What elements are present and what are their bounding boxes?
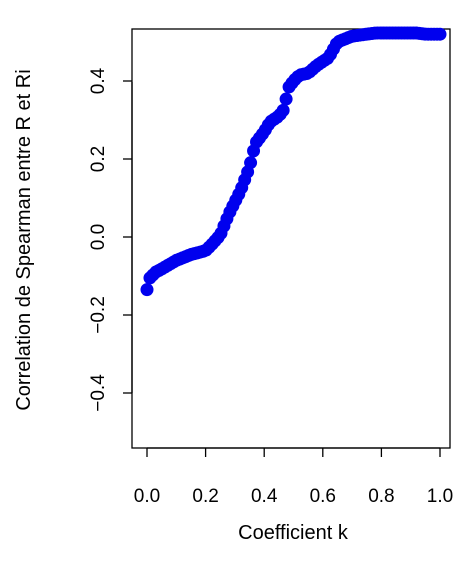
- x-tick-label: 1.0: [427, 486, 453, 507]
- x-tick-label: 0.6: [310, 486, 336, 507]
- x-axis-ticks: 0.0 0.2 0.4 0.6 0.8 1.0: [134, 448, 453, 507]
- data-point: [279, 92, 293, 106]
- x-tick-label: 0.8: [368, 486, 394, 507]
- y-axis-ticks: −0.4 −0.2 0.0 0.2 0.4: [88, 67, 132, 412]
- data-points: [140, 26, 447, 297]
- y-tick-label: −0.2: [88, 296, 109, 334]
- x-tick-label: 0.2: [192, 486, 218, 507]
- y-tick-label: 0.2: [88, 146, 109, 172]
- data-point: [244, 156, 258, 170]
- data-point: [433, 27, 447, 41]
- x-tick-label: 0.4: [251, 486, 278, 507]
- x-tick-label: 0.0: [134, 486, 160, 507]
- data-point: [140, 283, 154, 297]
- y-tick-label: −0.4: [88, 374, 109, 412]
- y-axis-title: Correlation de Spearman entre R et Ri: [13, 69, 35, 410]
- data-point: [276, 103, 290, 117]
- y-tick-label: 0.0: [88, 224, 109, 250]
- x-axis-title: Coefficient k: [238, 522, 349, 544]
- y-tick-label: 0.4: [88, 67, 109, 94]
